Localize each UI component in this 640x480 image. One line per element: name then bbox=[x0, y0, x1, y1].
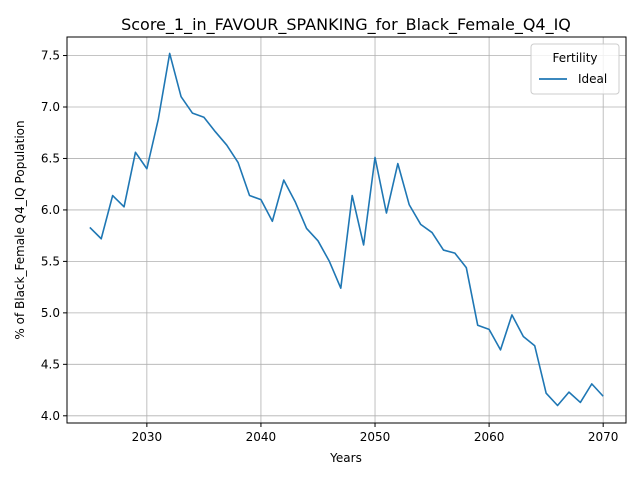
x-axis-label: Years bbox=[329, 451, 362, 465]
series-layer bbox=[89, 52, 604, 407]
grid-lines bbox=[67, 37, 626, 423]
y-tick-label: 5.0 bbox=[41, 306, 60, 320]
x-tick-label: 2060 bbox=[474, 430, 505, 444]
y-tick-label: 4.0 bbox=[41, 409, 60, 423]
y-tick-label: 7.5 bbox=[41, 49, 60, 63]
y-axis-label: % of Black_Female Q4_IQ Population bbox=[13, 120, 27, 339]
y-tick-label: 4.5 bbox=[41, 357, 60, 371]
legend-label-ideal: Ideal bbox=[578, 72, 607, 86]
x-axis-ticks: 2030 2040 2050 2060 2070 bbox=[132, 423, 619, 444]
plot-frame bbox=[66, 36, 627, 424]
y-tick-label: 5.5 bbox=[41, 254, 60, 268]
x-tick-label: 2040 bbox=[246, 430, 277, 444]
legend-box bbox=[530, 43, 620, 95]
y-tick-label: 7.0 bbox=[41, 100, 60, 114]
series-line-ideal bbox=[89, 52, 604, 407]
y-axis-ticks: 4.0 4.5 5.0 5.5 6.0 6.5 7.0 7.5 bbox=[41, 49, 67, 423]
x-tick-label: 2050 bbox=[360, 430, 391, 444]
x-tick-label: 2070 bbox=[588, 430, 619, 444]
y-tick-label: 6.0 bbox=[41, 203, 60, 217]
x-tick-label: 2030 bbox=[132, 430, 163, 444]
legend: Fertility Ideal bbox=[530, 43, 620, 95]
y-tick-label: 6.5 bbox=[41, 151, 60, 165]
chart-title: Score_1_in_FAVOUR_SPANKING_for_Black_Fem… bbox=[121, 15, 571, 35]
legend-title: Fertility bbox=[552, 51, 597, 65]
